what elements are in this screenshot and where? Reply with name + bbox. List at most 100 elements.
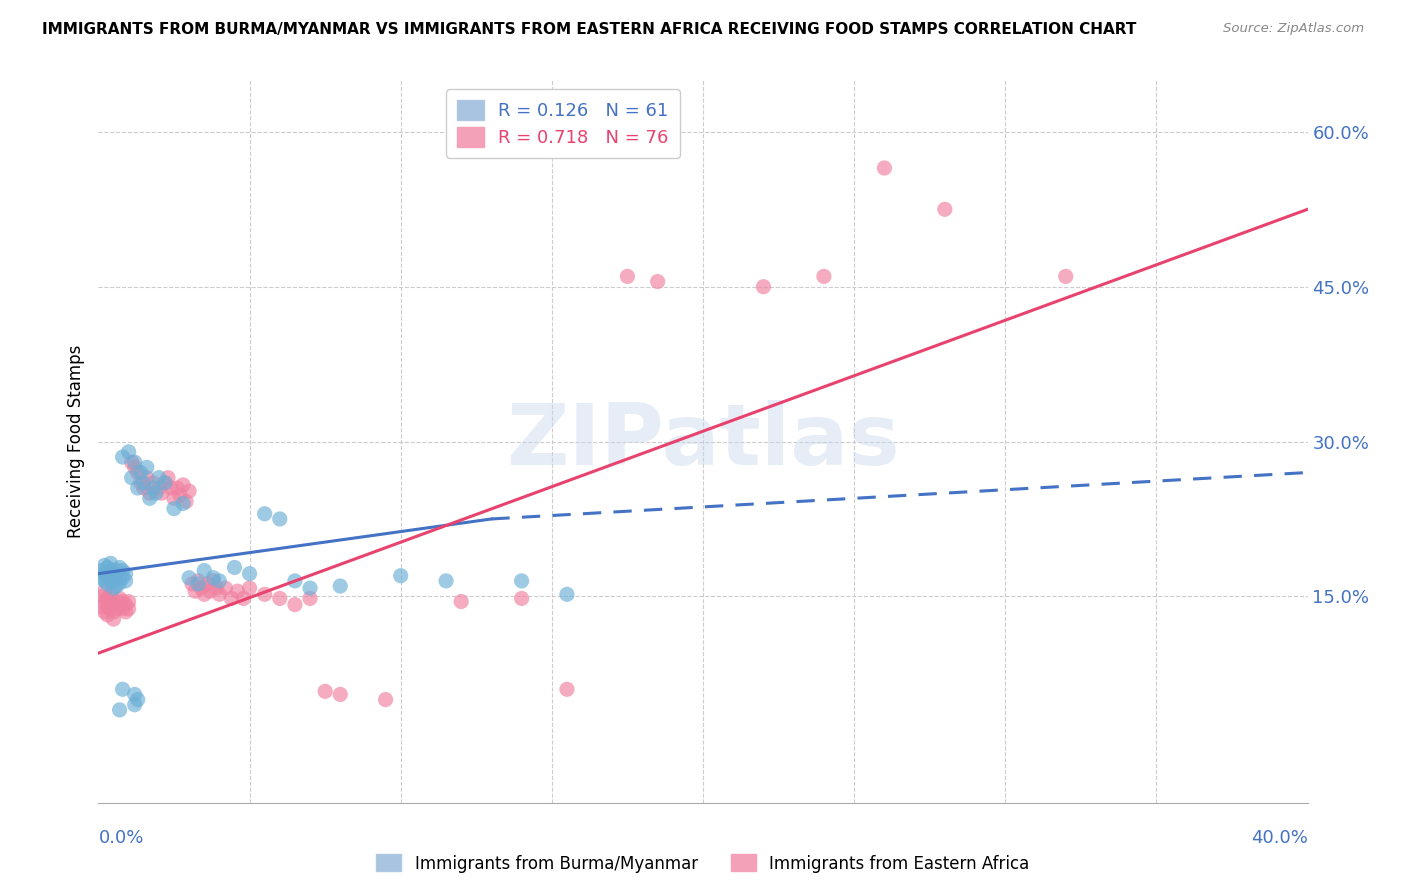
Point (647, 275, 669, 289)
Point (129, 466, 152, 480)
Point (100, 571, 122, 585)
Point (163, 491, 186, 506)
Point (148, 471, 170, 485)
Point (96, 591, 118, 606)
Point (200, 584, 222, 599)
Point (100, 594, 122, 608)
Point (103, 612, 125, 626)
Point (163, 501, 186, 516)
Point (269, 591, 291, 606)
Point (153, 475, 176, 490)
Point (389, 568, 412, 582)
Point (239, 581, 262, 595)
Point (103, 598, 125, 612)
Point (90, 590, 112, 604)
Point (100, 587, 122, 601)
Legend: R = 0.126   N = 61, R = 0.718   N = 76: R = 0.126 N = 61, R = 0.718 N = 76 (446, 89, 679, 158)
Point (329, 579, 352, 593)
Point (450, 594, 472, 608)
Point (139, 491, 162, 506)
Point (129, 475, 152, 490)
Point (374, 692, 396, 706)
Point (111, 571, 134, 585)
Point (314, 684, 336, 698)
Point (100, 557, 122, 571)
Point (193, 587, 215, 601)
Point (96, 568, 118, 582)
Point (96, 577, 118, 591)
Point (284, 598, 307, 612)
Point (224, 560, 246, 574)
Point (179, 484, 201, 499)
Point (214, 581, 236, 595)
Point (1054, 269, 1077, 284)
Point (269, 512, 291, 526)
Point (114, 598, 136, 612)
Point (555, 682, 578, 697)
Point (148, 481, 170, 495)
Legend: Immigrants from Burma/Myanmar, Immigrants from Eastern Africa: Immigrants from Burma/Myanmar, Immigrant… (370, 847, 1036, 880)
Point (156, 471, 179, 485)
Point (169, 488, 191, 502)
Point (253, 587, 276, 601)
Point (114, 605, 136, 619)
Point (127, 466, 149, 480)
Point (111, 594, 134, 608)
Point (103, 566, 125, 581)
Point (184, 584, 207, 599)
Point (934, 202, 956, 217)
Point (108, 591, 131, 606)
Point (187, 574, 209, 588)
Point (616, 269, 638, 284)
Point (114, 574, 136, 588)
Point (135, 460, 157, 475)
Point (93, 605, 115, 619)
Point (90, 571, 112, 585)
Point (873, 161, 896, 175)
Point (105, 601, 128, 615)
Point (100, 601, 122, 615)
Point (135, 471, 157, 485)
Point (93, 558, 115, 573)
Point (555, 587, 578, 601)
Point (510, 591, 533, 606)
Point (208, 574, 231, 588)
Point (111, 601, 134, 615)
Point (195, 577, 218, 591)
Point (103, 605, 125, 619)
Point (127, 692, 149, 706)
Point (96, 560, 118, 574)
Point (329, 687, 352, 701)
Point (124, 455, 146, 469)
Point (193, 564, 215, 578)
Point (205, 581, 228, 595)
Point (153, 475, 176, 490)
Point (172, 478, 194, 492)
Point (90, 564, 112, 578)
Point (111, 682, 134, 697)
Point (111, 564, 134, 578)
Point (118, 601, 141, 615)
Point (299, 591, 322, 606)
Point (114, 566, 136, 581)
Point (202, 571, 225, 585)
Point (221, 591, 243, 606)
Point (132, 475, 155, 490)
Point (90, 599, 112, 614)
Point (100, 564, 122, 578)
Point (108, 703, 131, 717)
Text: 0.0%: 0.0% (98, 829, 143, 847)
Point (510, 574, 533, 588)
Point (284, 574, 307, 588)
Text: 40.0%: 40.0% (1251, 829, 1308, 847)
Text: IMMIGRANTS FROM BURMA/MYANMAR VS IMMIGRANTS FROM EASTERN AFRICA RECEIVING FOOD S: IMMIGRANTS FROM BURMA/MYANMAR VS IMMIGRA… (42, 22, 1136, 37)
Point (105, 564, 128, 578)
Point (124, 460, 146, 475)
Point (181, 577, 204, 591)
Point (103, 574, 125, 588)
Point (121, 455, 143, 469)
Point (103, 581, 125, 595)
Point (813, 269, 835, 284)
Point (121, 471, 143, 485)
Point (166, 481, 188, 495)
